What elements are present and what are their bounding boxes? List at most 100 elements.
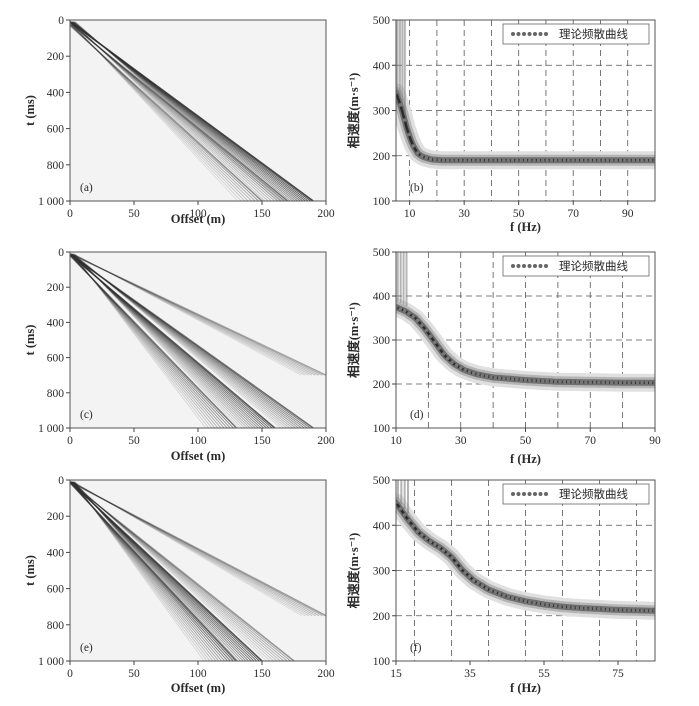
event-2-trace — [70, 23, 282, 201]
panel-label: (b) — [410, 182, 424, 194]
curve-point — [519, 377, 523, 382]
x-axis-label: Offset (m) — [171, 212, 226, 226]
curve-point — [454, 158, 459, 163]
curve-point — [467, 158, 472, 163]
y-tick-label: 500 — [373, 15, 391, 27]
curve-point — [471, 578, 476, 583]
curve-point — [506, 158, 511, 163]
event-3-trace — [70, 255, 231, 428]
curve-point — [532, 600, 536, 605]
curve-point — [541, 602, 545, 606]
y-tick-label: 600 — [47, 124, 65, 136]
event-3-trace — [71, 255, 225, 428]
y-tick-label: 400 — [373, 520, 391, 532]
x-tick-label: 200 — [317, 668, 335, 680]
legend-marker — [522, 264, 526, 268]
panel-label: (e) — [80, 642, 93, 654]
event-2-trace — [73, 23, 262, 201]
curve-point — [644, 608, 649, 613]
curve-point — [437, 545, 442, 549]
curve-point — [484, 158, 489, 163]
curve-point — [558, 380, 562, 384]
x-tick-label: 70 — [567, 208, 579, 220]
theoretical-curve — [396, 305, 655, 385]
curve-point — [519, 158, 523, 163]
legend-marker — [544, 32, 548, 36]
event-2-trace — [72, 254, 259, 428]
y-tick-label: 800 — [47, 620, 65, 632]
event-1-trace — [71, 254, 302, 428]
event-4-trace — [72, 481, 309, 617]
grid — [396, 480, 655, 661]
event-2-trace — [70, 23, 285, 201]
seismogram-panel-1: 0 50 100 150 200 0 200 400 600 800 1 000 Offset (m)… — [23, 15, 335, 226]
event-1-trace — [72, 254, 296, 428]
x-tick-label: 100 — [189, 435, 207, 447]
curve-point — [493, 590, 498, 594]
curve-point — [618, 608, 623, 612]
curve-point — [428, 157, 433, 161]
curve-point — [584, 380, 588, 385]
event-4-trace — [72, 253, 306, 376]
event-1-trace — [72, 481, 247, 661]
curve-point — [407, 518, 411, 523]
y-tick-label: 300 — [373, 106, 391, 118]
curve-point — [562, 605, 567, 609]
curve-point — [493, 158, 498, 163]
panel-label: (a) — [80, 182, 93, 194]
curve-point — [575, 380, 580, 384]
curve-point — [471, 158, 476, 163]
panel-label: (c) — [80, 409, 93, 421]
curve-point — [640, 608, 644, 613]
event-1-trace — [74, 254, 282, 428]
curve-point — [476, 372, 480, 377]
event-3-trace — [71, 25, 252, 201]
x-axis-label: Offset (m) — [171, 681, 226, 695]
x-tick-label: 200 — [317, 435, 335, 447]
curve-point — [402, 118, 407, 122]
x-tick-label: 150 — [253, 435, 271, 447]
event-3-trace — [72, 255, 216, 428]
wavefield — [70, 253, 326, 428]
y-tick-label: 1 000 — [38, 656, 64, 668]
x-tick-label: 50 — [513, 208, 525, 220]
curve-point — [549, 379, 554, 384]
legend-marker — [533, 32, 537, 36]
legend-marker — [544, 264, 548, 268]
event-3-trace — [72, 25, 242, 201]
event-3-trace — [71, 255, 222, 428]
event-2-trace — [73, 482, 211, 661]
curve-point — [510, 377, 515, 381]
curve-point — [441, 352, 446, 356]
curve-point — [648, 380, 653, 385]
event-1-trace — [72, 21, 296, 201]
y-tick-label: 100 — [373, 656, 391, 668]
curve-point — [584, 606, 588, 611]
x-tick-label: 10 — [390, 435, 402, 447]
curve-point — [614, 608, 618, 612]
curve-point — [640, 380, 644, 385]
event-3-trace — [71, 482, 281, 661]
curve-point — [575, 606, 580, 610]
curve-point — [631, 380, 636, 385]
curve-point — [571, 605, 575, 610]
y-tick-label: 400 — [47, 87, 65, 99]
curve-point — [566, 158, 571, 163]
event-3-trace — [73, 482, 271, 661]
curve-point — [402, 513, 407, 517]
curve-point — [610, 607, 614, 612]
legend-marker — [538, 32, 543, 36]
curve-point — [467, 574, 472, 579]
plot-background — [70, 20, 326, 201]
curve-point — [536, 158, 541, 163]
curve-point — [398, 103, 403, 107]
curve-point — [648, 158, 653, 163]
x-tick-label: 30 — [455, 435, 467, 447]
legend-marker — [516, 492, 521, 496]
event-2-trace — [74, 482, 208, 661]
event-3-trace — [72, 482, 274, 661]
curve-point — [459, 366, 463, 370]
curve-point — [484, 586, 489, 591]
y-tick-label: 600 — [47, 584, 65, 596]
